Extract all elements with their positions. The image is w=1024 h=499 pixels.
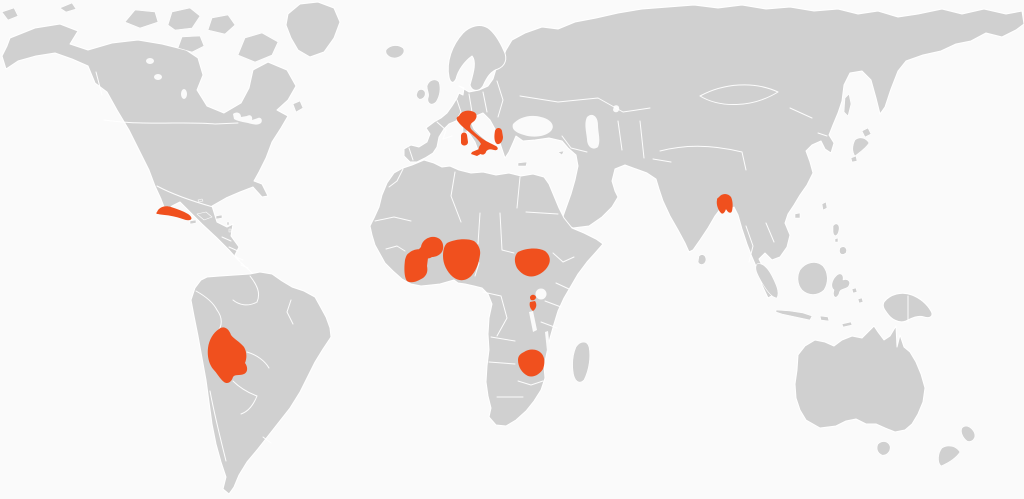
landmass-japan-sakhalin [843, 93, 872, 163]
landmass-scandinavia [447, 25, 507, 91]
landmass-tasmania [876, 441, 891, 456]
landmass-british-isles [385, 45, 441, 105]
lake-malawi [545, 331, 550, 351]
landmass-australia [794, 325, 926, 433]
black-sea [512, 115, 553, 137]
landmass-sri-lanka [697, 254, 707, 265]
great-bear-lake [146, 58, 154, 64]
lake-victoria [535, 288, 547, 300]
landmass-africa [369, 159, 604, 427]
landmass-south-america [190, 271, 332, 495]
landmass-north-america [1, 23, 297, 276]
great-slave-lake [154, 74, 162, 80]
landmass-eurasia [403, 4, 1024, 299]
landmass-madagascar [572, 341, 591, 383]
country-bangladesh[interactable]: Bangladesh [716, 194, 733, 214]
landmass-indonesia [755, 262, 864, 328]
landmass-caribbean-islands [189, 198, 232, 233]
caspian-sea [585, 114, 600, 149]
lake-tanganyika [529, 311, 537, 332]
country-zimbabwe[interactable]: Zimbabwe [518, 349, 545, 377]
country-cote-divoire[interactable]: Côte d'Ivoire [404, 249, 428, 283]
country-cuba[interactable]: Cuba [156, 206, 192, 221]
country-rwanda[interactable]: Rwanda [530, 294, 536, 301]
great-lakes [233, 112, 262, 125]
landmass-arctic-islands [1, 2, 279, 63]
country-nigeria[interactable]: Nigeria [443, 239, 481, 281]
country-burkina-faso[interactable]: Burkina Faso [418, 236, 444, 259]
lake-winnipeg [181, 89, 187, 99]
landmass-taiwan-hainan-philippines [794, 201, 847, 255]
highlighted-countries: Cuba Bolivia Italy Albania Côte d'Ivoire… [156, 110, 733, 384]
landmass-new-zealand [938, 425, 976, 467]
country-bolivia[interactable]: Bolivia [207, 327, 248, 384]
landmass-greenland [285, 1, 341, 58]
country-south-sudan[interactable]: South Sudan [514, 248, 550, 277]
country-italy[interactable]: Italy [456, 110, 498, 156]
lakes [146, 58, 620, 351]
country-burundi[interactable]: Burundi [529, 301, 537, 311]
country-borders [95, 71, 909, 462]
country-albania[interactable]: Albania [494, 128, 503, 145]
landmass-newfoundland [292, 100, 304, 113]
